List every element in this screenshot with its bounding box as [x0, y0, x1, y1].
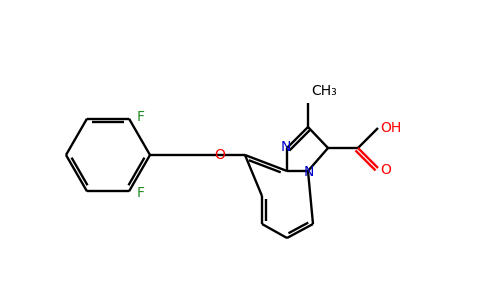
- Text: OH: OH: [380, 121, 401, 135]
- Text: N: N: [281, 140, 291, 154]
- Text: O: O: [214, 148, 226, 162]
- Text: N: N: [304, 165, 314, 179]
- Text: F: F: [137, 110, 145, 124]
- Text: O: O: [380, 163, 391, 177]
- Text: F: F: [137, 186, 145, 200]
- Text: CH₃: CH₃: [311, 84, 337, 98]
